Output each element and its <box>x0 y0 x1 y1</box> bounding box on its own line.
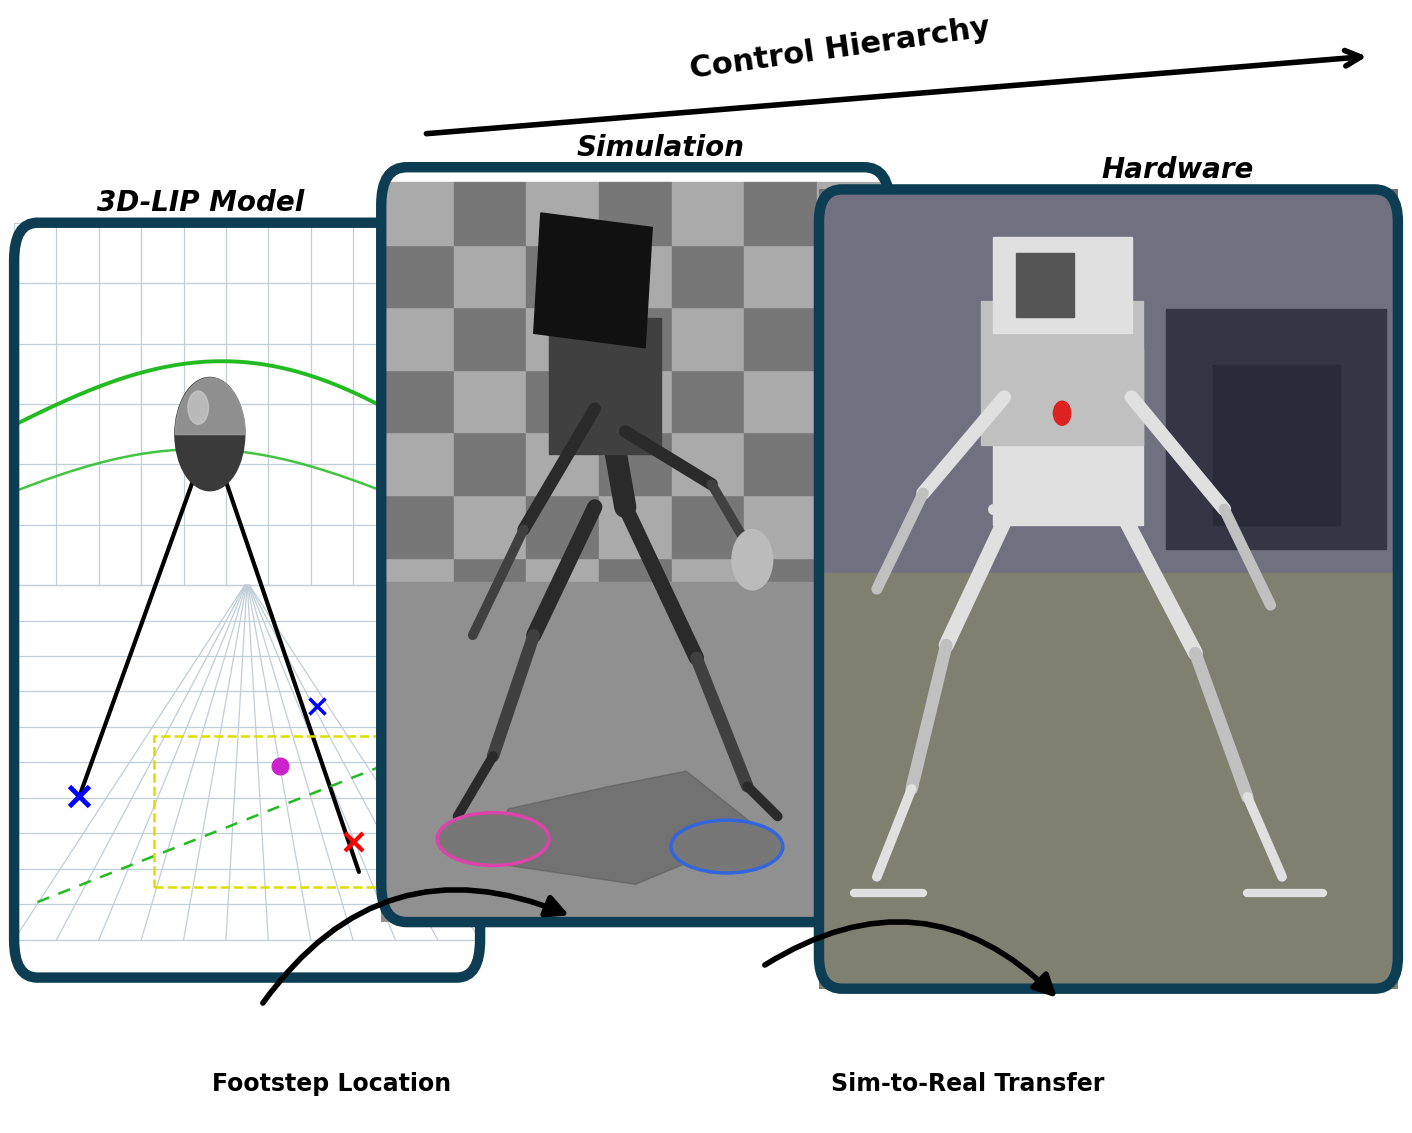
FancyArrowPatch shape <box>263 889 563 1003</box>
FancyArrowPatch shape <box>426 51 1361 134</box>
Text: Simulation: Simulation <box>578 134 744 162</box>
Text: Sim-to-Real Transfer: Sim-to-Real Transfer <box>830 1072 1104 1096</box>
Text: 3D-LIP Model: 3D-LIP Model <box>97 189 304 218</box>
Text: Control Hierarchy: Control Hierarchy <box>688 14 993 84</box>
Text: Hardware: Hardware <box>1101 156 1254 184</box>
Text: Footstep Location: Footstep Location <box>212 1072 452 1096</box>
FancyArrowPatch shape <box>765 922 1052 994</box>
